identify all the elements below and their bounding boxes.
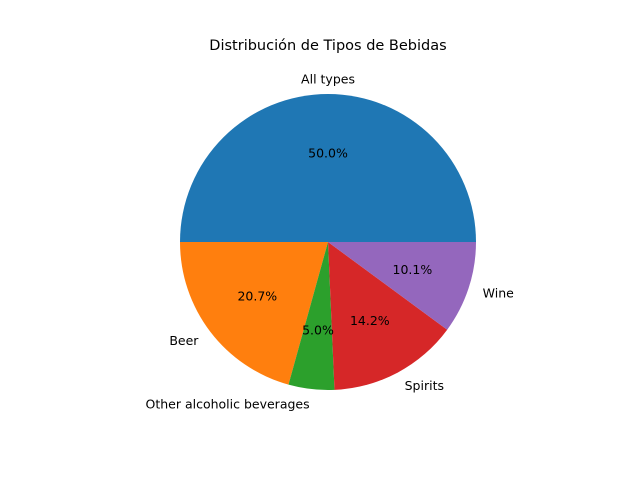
pie-pct-label-all-types: 50.0% [308, 146, 348, 161]
pie-slice-all-types [180, 94, 476, 242]
pie-category-label-other-alcoholic-beverages: Other alcoholic beverages [145, 396, 309, 411]
pie-category-label-wine: Wine [483, 285, 514, 300]
pie-slice-other-alcoholic-beverages [288, 242, 335, 390]
pie-slices [180, 94, 476, 390]
pie-pct-label-wine: 10.1% [393, 262, 433, 277]
pie-pct-label-beer: 20.7% [237, 288, 277, 303]
pie-pct-label-spirits: 14.2% [350, 313, 390, 328]
chart-title: Distribución de Tipos de Bebidas [209, 38, 446, 54]
pie-slice-spirits [328, 242, 448, 390]
pie-pct-label-other-alcoholic-beverages: 5.0% [302, 323, 334, 338]
pie-category-label-spirits: Spirits [405, 378, 444, 393]
pie-slice-beer [180, 242, 328, 385]
pie-labels: 50.0% All types 20.7% Beer 5.0% Other alcohol… [145, 72, 514, 412]
pie-category-label-beer: Beer [169, 333, 199, 348]
pie-category-label-all-types: All types [301, 72, 355, 87]
pie-slice-wine [328, 242, 476, 330]
